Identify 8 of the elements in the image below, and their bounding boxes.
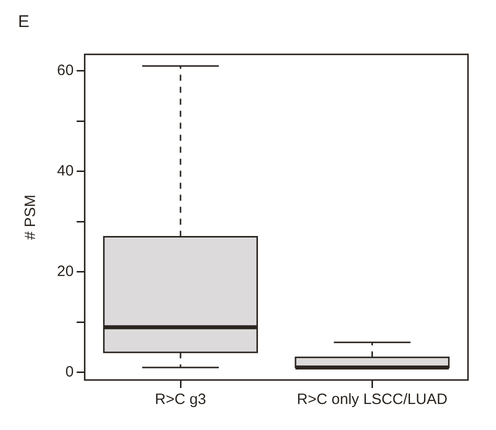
y-tick-label: 0 xyxy=(65,364,74,381)
y-tick-label: 60 xyxy=(56,62,74,80)
chart-title: E xyxy=(18,12,30,31)
y-axis-title: # PSM xyxy=(22,194,40,240)
x-tick-label: R>C g3 xyxy=(154,391,206,408)
y-tick-label: 20 xyxy=(56,263,74,280)
x-tick-label: R>C only LSCC/LUAD xyxy=(296,391,448,408)
y-tick-label: 40 xyxy=(56,162,74,180)
